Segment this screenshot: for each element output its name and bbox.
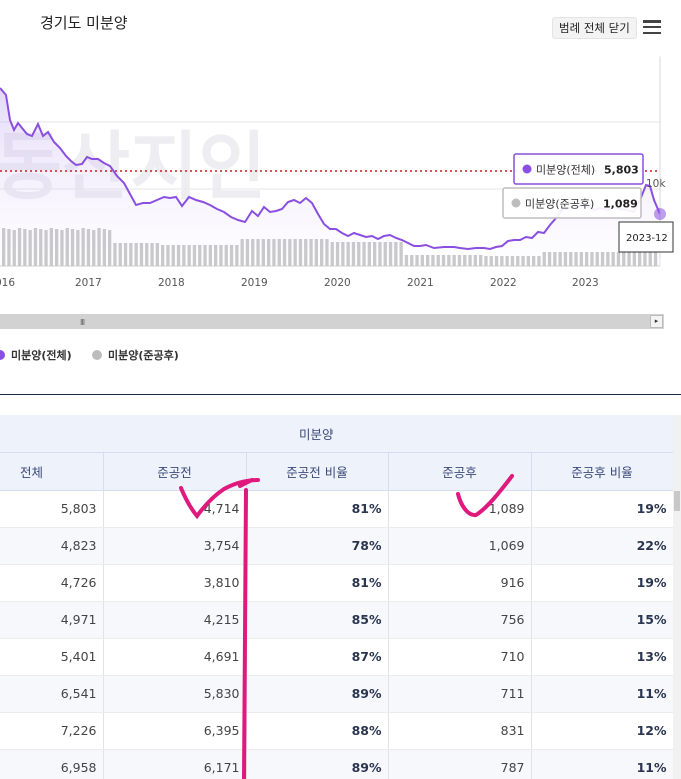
svg-text:미분양(전체): 미분양(전체) [536,164,595,177]
column-header[interactable]: 준공후 비율 [531,452,674,491]
table-cell: 88% [246,712,389,750]
table-cell: 5,803 [0,490,104,528]
data-table: 미분양 전체 준공전 준공전 비율 준공후 준공후 비율 5,803 4,714 81% 1,… [0,415,674,779]
table-row: 5,803 4,714 81% 1,089 19% [0,490,674,528]
legend-item-total[interactable]: 미분양(전체) [0,347,72,363]
scrollbar-grip[interactable]: III [80,318,85,327]
column-header[interactable]: 준공전 비율 [246,452,389,491]
table-cell: 11% [531,675,674,713]
column-header[interactable]: 준공전 [103,452,247,491]
svg-text:5,803: 5,803 [604,164,639,177]
x-tick-label: 2019 [241,277,268,289]
legend-toggle-button[interactable]: 범례 전체 닫기 [552,17,637,39]
hover-point-total [654,208,666,220]
table-cell: 81% [246,490,389,528]
y-tick-label: 10k [646,178,666,190]
table-cell: 3,754 [103,527,247,565]
table-cell: 756 [388,601,532,639]
x-axis-ticks: 016 2017 2018 2019 2020 2021 2022 2023 [0,277,599,289]
x-tick-label: 2021 [407,277,434,289]
data-table-container: 미분양 전체 준공전 준공전 비율 준공후 준공후 비율 5,803 4,714 81% 1,… [0,415,681,779]
tooltip-date: 2023-12 [618,221,674,253]
table-cell: 85% [246,601,389,639]
total-area [0,88,660,266]
x-tick-label: 2018 [158,277,185,289]
table-header-spacer [0,415,103,453]
table-cell: 6,395 [103,712,247,750]
svg-text:미분양(준공후): 미분양(준공후) [525,198,594,211]
chart-horizontal-scrollbar[interactable] [0,314,664,329]
table-cell: 3,810 [103,564,247,602]
chart-panel: 경기도 미분양 범례 전체 닫기 동산지인 10k 01620172018201… [0,14,674,363]
table-cell: 22% [531,527,674,565]
table-row: 5,401 4,691 87% 710 13% [0,638,674,676]
table-cell: 1,069 [388,527,532,565]
x-tick-label: 2020 [324,277,351,289]
chart-title: 경기도 미분양 [40,14,128,32]
x-tick-label: 2023 [572,277,599,289]
table-cell: 831 [388,712,532,750]
table-cell: 13% [531,638,674,676]
table-vertical-scrollbar[interactable] [673,415,681,779]
svg-text:1,089: 1,089 [603,198,638,211]
table-cell: 78% [246,527,389,565]
table-cell: 5,401 [0,638,104,676]
total-line [0,87,661,251]
table-cell: 87% [246,638,389,676]
table-scroll-thumb[interactable] [674,491,680,511]
table-cell: 4,714 [103,490,247,528]
table-row: 4,726 3,810 81% 916 19% [0,564,674,602]
table-cell: 4,215 [103,601,247,639]
table-cell: 81% [246,564,389,602]
table-cell: 11% [531,749,674,779]
line-chart: 동산지인 10k 0162017201820192020202120222023… [0,56,674,289]
table-cell: 711 [388,675,532,713]
table-cell: 6,541 [0,675,104,713]
table-cell: 15% [531,601,674,639]
table-cell: 89% [246,749,389,779]
legend-item-completed[interactable]: 미분양(준공후) [92,347,179,363]
table-cell: 6,958 [0,749,104,779]
table-row: 4,971 4,215 85% 756 15% [0,601,674,639]
column-header[interactable]: 전체 [0,452,104,491]
table-cell: 916 [388,564,532,602]
legend-label-completed: 미분양(준공후) [108,349,179,362]
table-cell: 89% [246,675,389,713]
table-cell: 4,823 [0,527,104,565]
table-cell: 4,726 [0,564,104,602]
x-tick-label: 2022 [490,277,517,289]
table-cell: 19% [531,490,674,528]
section-divider [0,394,681,395]
table-row: 6,958 6,171 89% 787 11% [0,749,674,779]
legend-dot-icon [92,350,102,360]
x-tick-label: 016 [0,277,15,289]
table-cell: 7,226 [0,712,104,750]
table-row: 4,823 3,754 78% 1,069 22% [0,527,674,565]
table-cell: 710 [388,638,532,676]
table-group-header: 미분양 [103,415,674,453]
hamburger-menu-icon[interactable] [643,20,661,35]
svg-text:2023-12: 2023-12 [626,233,668,244]
legend-dot-icon [0,350,5,360]
table-cell: 6,171 [103,749,247,779]
table-cell: 5,830 [103,675,247,713]
table-row: 6,541 5,830 89% 711 11% [0,675,674,713]
scroll-right-arrow-icon[interactable]: ▸ [650,315,663,328]
tooltip-total: 미분양(전체) 5,803 [513,153,644,185]
table-cell: 1,089 [388,490,532,528]
x-tick-label: 2017 [75,277,102,289]
table-cell: 787 [388,749,532,779]
table-row: 7,226 6,395 88% 831 12% [0,712,674,750]
column-header[interactable]: 준공후 [388,452,532,491]
table-cell: 4,691 [103,638,247,676]
table-cell: 4,971 [0,601,104,639]
legend-label-total: 미분양(전체) [11,349,72,362]
table-cell: 12% [531,712,674,750]
table-cell: 19% [531,564,674,602]
tooltip-completed: 미분양(준공후) 1,089 [502,187,642,219]
